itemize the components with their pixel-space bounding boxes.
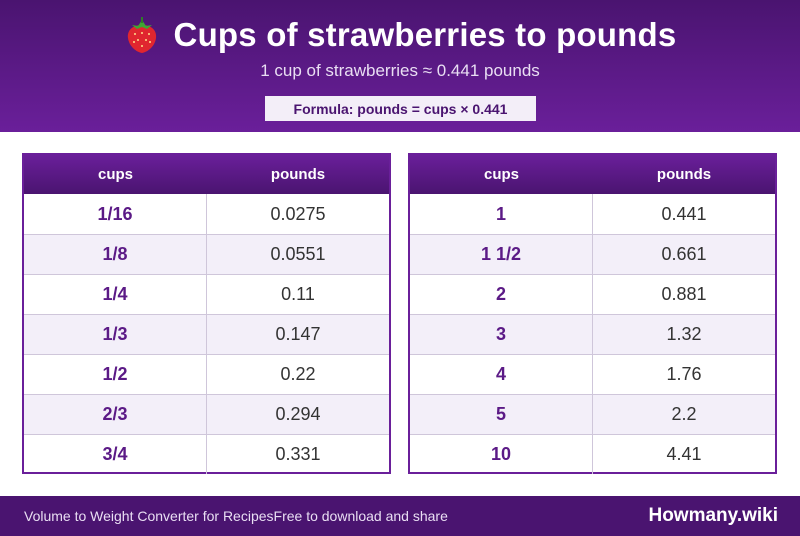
pounds-cell: 0.661 <box>661 244 707 264</box>
pounds-cell: 4.41 <box>666 444 702 464</box>
table-row: 2 0.881 <box>410 274 775 314</box>
pounds-cell: 0.11 <box>281 284 315 304</box>
cups-cell: 1 <box>410 194 593 234</box>
footer-right-text: Free to download and share <box>273 508 448 524</box>
cups-cell: 4 <box>410 355 593 394</box>
table-header: cups pounds <box>410 155 775 194</box>
table-header: cups pounds <box>24 155 389 194</box>
strawberry-icon <box>127 17 156 53</box>
pounds-cell: 0.881 <box>661 284 707 304</box>
cups-cell: 2 <box>410 275 593 314</box>
cups-cell: 3 <box>410 315 593 354</box>
page-title: Cups of strawberries to pounds <box>173 16 677 53</box>
pounds-cell: 0.331 <box>275 444 321 464</box>
table-row: 2/3 0.294 <box>24 394 389 434</box>
footer-left-text: Volume to Weight Converter for Recipes <box>24 508 274 524</box>
column-header-pounds: pounds <box>270 166 326 183</box>
column-header-pounds: pounds <box>656 166 712 183</box>
formula-badge: Formula: pounds = cups × 0.441 <box>265 96 536 121</box>
pounds-cell: 0.0275 <box>270 203 326 224</box>
table-row: 5 2.2 <box>410 394 775 434</box>
pounds-cell: 2.2 <box>671 404 697 424</box>
cups-cell: 1/3 <box>24 315 207 354</box>
brand-logo-text[interactable]: Howmany.wiki <box>648 505 778 526</box>
table-row: 1/8 0.0551 <box>24 234 389 274</box>
cups-cell: 1/8 <box>24 235 207 274</box>
cups-cell: 1/2 <box>24 355 207 394</box>
conversion-table-left: cups pounds 1/16 0.0275 1/8 0.0551 1/4 0… <box>22 153 391 474</box>
table-row: 1/16 0.0275 <box>24 194 389 234</box>
pounds-cell: 1.76 <box>666 364 702 384</box>
cups-cell: 5 <box>410 395 593 434</box>
pounds-cell: 0.294 <box>275 404 321 424</box>
cups-cell: 1/16 <box>24 194 207 234</box>
table-row: 1/4 0.11 <box>24 274 389 314</box>
column-header-cups: cups <box>97 166 133 183</box>
conversion-table-right: cups pounds 1 0.441 1 1/2 0.661 2 0.881 … <box>408 153 777 474</box>
cups-cell: 2/3 <box>24 395 207 434</box>
table-body: 1 0.441 1 1/2 0.661 2 0.881 3 1.32 4 1.7… <box>410 194 775 474</box>
table-row: 1 1/2 0.661 <box>410 234 775 274</box>
footer-bar: Volume to Weight Converter for RecipesFr… <box>0 496 800 536</box>
pounds-cell: 0.22 <box>280 364 316 384</box>
cups-cell: 10 <box>410 435 593 474</box>
header-banner: Cups of strawberries to pounds 1 cup of … <box>0 0 800 132</box>
cups-cell: 1/4 <box>24 275 207 314</box>
pounds-cell: 0.0551 <box>270 244 326 264</box>
table-row: 4 1.76 <box>410 354 775 394</box>
conversion-subtitle: 1 cup of strawberries ≈ 0.441 pounds <box>260 61 540 80</box>
table-body: 1/16 0.0275 1/8 0.0551 1/4 0.11 1/3 0.14… <box>24 194 389 474</box>
table-row: 1/2 0.22 <box>24 354 389 394</box>
cups-cell: 1 1/2 <box>410 235 593 274</box>
column-header-cups: cups <box>483 166 519 183</box>
table-row: 1 0.441 <box>410 194 775 234</box>
table-row: 3/4 0.331 <box>24 434 389 474</box>
pounds-cell: 1.32 <box>666 324 702 344</box>
title-row: Cups of strawberries to pounds <box>0 12 800 58</box>
cups-cell: 3/4 <box>24 435 207 474</box>
pounds-cell: 0.441 <box>661 203 707 224</box>
table-row: 3 1.32 <box>410 314 775 354</box>
pounds-cell: 0.147 <box>275 324 321 344</box>
footer-caption: Volume to Weight Converter for RecipesFr… <box>24 508 448 524</box>
table-row: 10 4.41 <box>410 434 775 474</box>
table-row: 1/3 0.147 <box>24 314 389 354</box>
